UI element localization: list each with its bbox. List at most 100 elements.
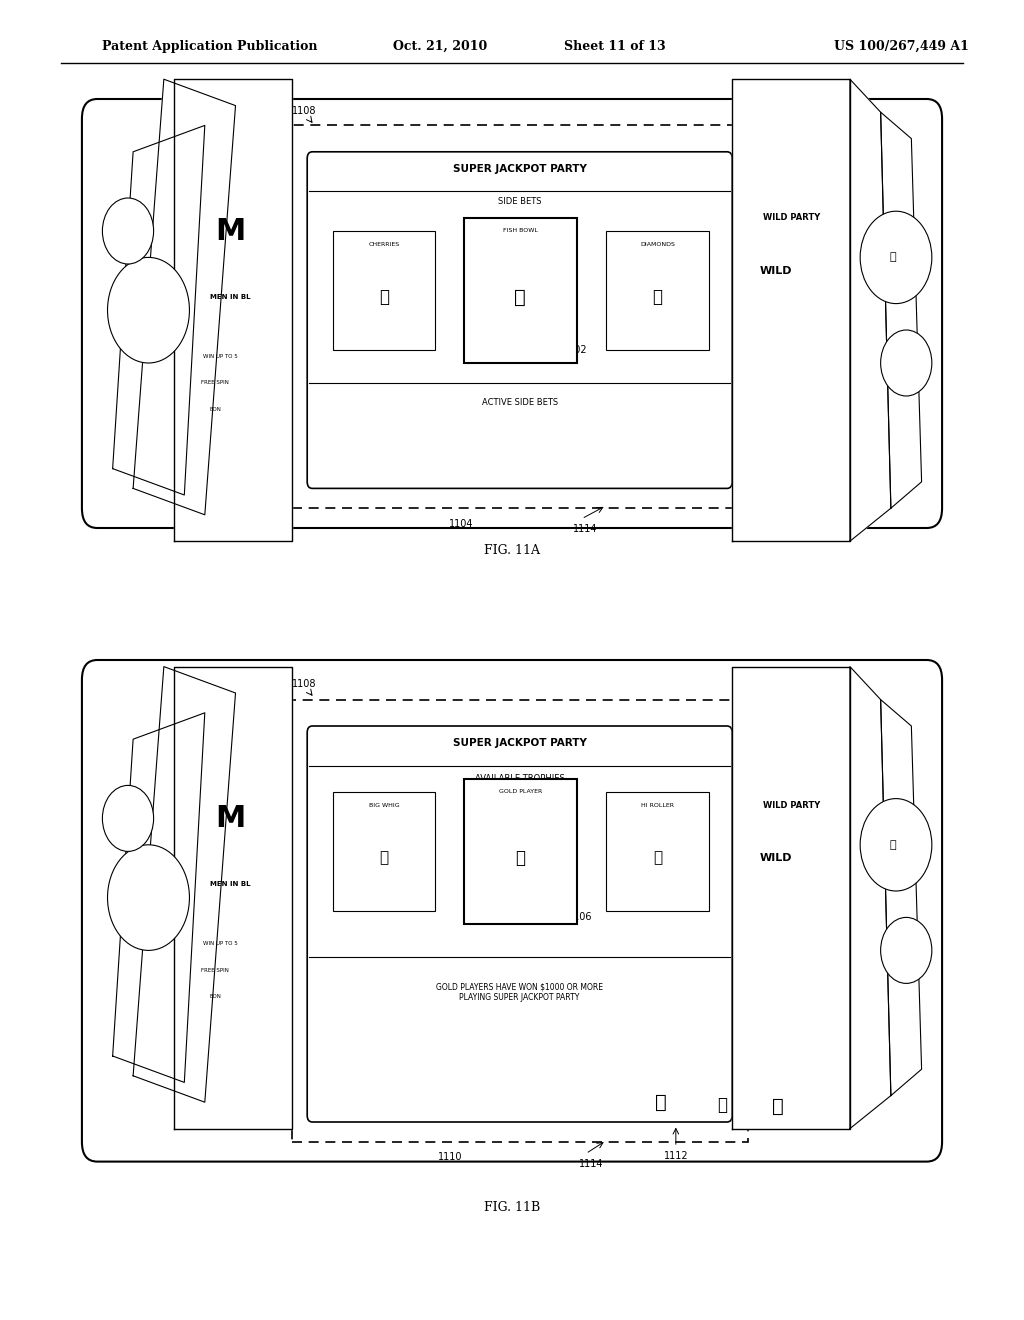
Text: WILD PARTY: WILD PARTY [763, 214, 820, 222]
Bar [771, 383, 790, 407]
Text: BON: BON [209, 407, 221, 412]
Bar [771, 970, 790, 994]
Text: AVAILABLE TROPHIES: AVAILABLE TROPHIES [475, 775, 564, 783]
Polygon shape [850, 79, 891, 541]
Text: 1114: 1114 [573, 524, 598, 535]
Text: US 100/267,449 A1: US 100/267,449 A1 [834, 40, 969, 53]
Text: 💎: 💎 [652, 288, 663, 306]
Bar [771, 354, 790, 378]
Polygon shape [133, 79, 236, 515]
Polygon shape [732, 79, 850, 541]
Text: ACTIVE SIDE BETS: ACTIVE SIDE BETS [481, 399, 558, 407]
Polygon shape [732, 667, 850, 1129]
Bar [292, 125, 748, 508]
Text: SUPER JACKPOT PARTY: SUPER JACKPOT PARTY [453, 164, 587, 174]
Text: WILD: WILD [760, 265, 793, 276]
Polygon shape [133, 667, 236, 1102]
FancyBboxPatch shape [307, 726, 732, 1122]
Text: 1102: 1102 [563, 345, 588, 355]
Text: 1106: 1106 [568, 912, 593, 923]
Bar [469, 231, 571, 350]
Bar [794, 912, 812, 936]
Bar [464, 779, 577, 924]
Text: SIDE BETS: SIDE BETS [498, 198, 542, 206]
Bar [606, 231, 709, 350]
Bar [333, 231, 435, 350]
Bar [794, 970, 812, 994]
Text: SUPER JACKPOT PARTY: SUPER JACKPOT PARTY [453, 738, 587, 748]
Circle shape [860, 799, 932, 891]
FancyBboxPatch shape [82, 660, 942, 1162]
Text: M: M [215, 216, 246, 246]
Text: BIG WHIG: BIG WHIG [369, 803, 399, 808]
Text: FIG. 11A: FIG. 11A [484, 544, 540, 557]
Text: 🎲: 🎲 [717, 1096, 727, 1114]
Text: 👤: 👤 [380, 850, 388, 866]
Bar [749, 912, 767, 936]
Bar [749, 325, 767, 348]
Bar [606, 792, 709, 911]
Polygon shape [113, 125, 205, 495]
Polygon shape [174, 79, 292, 541]
Bar [469, 792, 571, 911]
Circle shape [881, 917, 932, 983]
Bar [771, 912, 790, 936]
Text: 🌸: 🌸 [890, 840, 896, 850]
Bar [749, 354, 767, 378]
Text: 🍒: 🍒 [379, 288, 389, 306]
Text: 🏺: 🏺 [772, 1097, 784, 1115]
Text: GOLD PLAYERS HAVE WON $1000 OR MORE
PLAYING SUPER JACKPOT PARTY: GOLD PLAYERS HAVE WON $1000 OR MORE PLAY… [436, 983, 603, 1002]
Circle shape [102, 198, 154, 264]
Text: BON: BON [209, 994, 221, 999]
Bar [464, 218, 577, 363]
Bar [794, 383, 812, 407]
Text: Sheet 11 of 13: Sheet 11 of 13 [563, 40, 666, 53]
Text: Patent Application Publication: Patent Application Publication [102, 40, 317, 53]
Bar [749, 383, 767, 407]
Text: MEN IN BL: MEN IN BL [210, 882, 251, 887]
Text: M: M [215, 804, 246, 833]
Text: FREE SPIN: FREE SPIN [201, 380, 229, 385]
Circle shape [108, 257, 189, 363]
Text: CHERRIES: CHERRIES [369, 242, 399, 247]
Circle shape [881, 330, 932, 396]
Polygon shape [174, 667, 292, 1129]
Text: FISH BOWL: FISH BOWL [503, 242, 538, 247]
Text: 🐟: 🐟 [514, 288, 526, 306]
Text: 1112: 1112 [664, 1151, 688, 1162]
Text: DIAMONDS: DIAMONDS [640, 242, 675, 247]
Text: WILD: WILD [760, 853, 793, 863]
Polygon shape [113, 713, 205, 1082]
Bar [771, 325, 790, 348]
Bar [794, 325, 812, 348]
Text: WILD PARTY: WILD PARTY [763, 801, 820, 809]
Text: MEN IN BL: MEN IN BL [210, 294, 251, 300]
Bar [749, 941, 767, 965]
Text: HI ROLLER: HI ROLLER [641, 803, 674, 808]
Text: FISH BOWL: FISH BOWL [503, 228, 538, 234]
Text: 1108: 1108 [292, 678, 316, 689]
Text: 🌸: 🌸 [890, 252, 896, 263]
Text: 1110: 1110 [438, 1152, 463, 1163]
Bar [794, 941, 812, 965]
FancyBboxPatch shape [82, 99, 942, 528]
FancyBboxPatch shape [307, 152, 732, 488]
Text: WIN UP TO 5: WIN UP TO 5 [203, 354, 238, 359]
Text: WIN UP TO 5: WIN UP TO 5 [203, 941, 238, 946]
Text: 🍀: 🍀 [654, 1093, 667, 1111]
Bar [794, 354, 812, 378]
Bar [333, 792, 435, 911]
Text: GOLD PLAYER: GOLD PLAYER [499, 803, 542, 808]
Circle shape [860, 211, 932, 304]
Bar [771, 941, 790, 965]
Polygon shape [881, 112, 922, 508]
Text: 1108: 1108 [292, 106, 316, 116]
Text: Oct. 21, 2010: Oct. 21, 2010 [393, 40, 487, 53]
Polygon shape [850, 667, 891, 1129]
Bar [292, 700, 748, 1142]
Circle shape [108, 845, 189, 950]
Text: GOLD PLAYER: GOLD PLAYER [499, 789, 542, 795]
Text: FREE SPIN: FREE SPIN [201, 968, 229, 973]
Text: 🎰: 🎰 [653, 850, 662, 866]
Circle shape [102, 785, 154, 851]
